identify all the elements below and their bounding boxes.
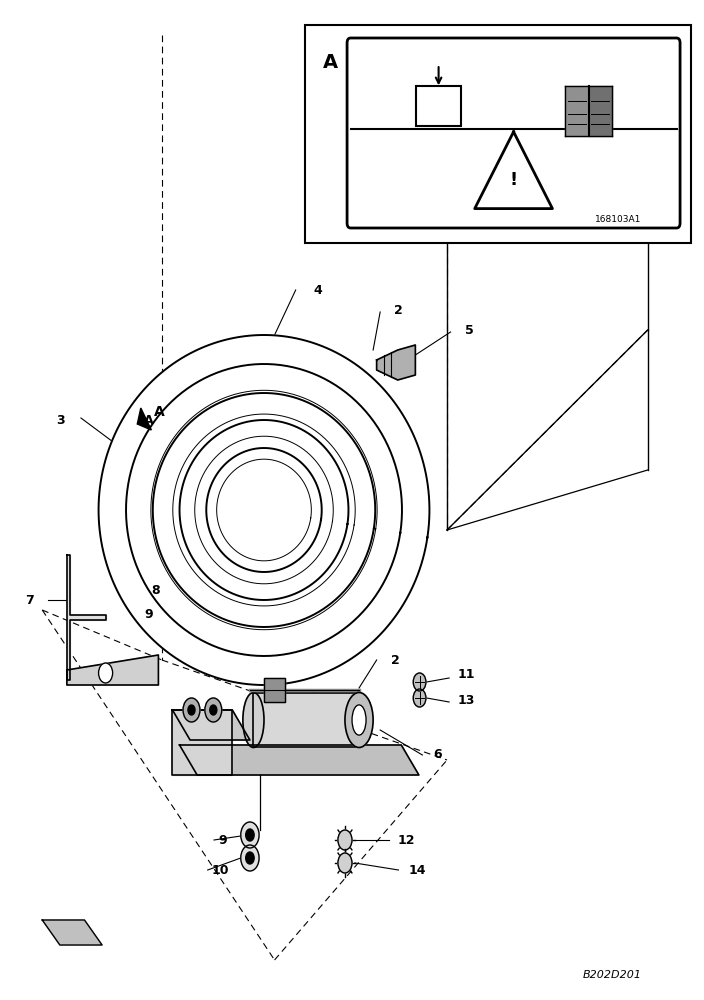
Text: 4: 4 xyxy=(313,284,322,296)
Polygon shape xyxy=(128,367,400,653)
Polygon shape xyxy=(474,132,553,209)
Text: 7: 7 xyxy=(25,593,33,606)
Text: 13: 13 xyxy=(458,694,475,706)
Polygon shape xyxy=(42,920,102,945)
FancyBboxPatch shape xyxy=(347,38,680,228)
Polygon shape xyxy=(67,655,158,685)
Polygon shape xyxy=(99,335,429,685)
Bar xyxy=(130,565,144,585)
Bar xyxy=(416,86,462,126)
Text: 2: 2 xyxy=(391,654,399,666)
Circle shape xyxy=(338,830,352,850)
Circle shape xyxy=(413,673,426,691)
Polygon shape xyxy=(172,710,232,775)
Text: 15: 15 xyxy=(320,113,338,126)
Circle shape xyxy=(188,705,195,715)
Circle shape xyxy=(246,829,254,841)
Bar xyxy=(264,678,285,702)
Text: 11: 11 xyxy=(458,668,475,682)
Polygon shape xyxy=(565,86,589,136)
Circle shape xyxy=(183,698,200,722)
Circle shape xyxy=(241,822,259,848)
Circle shape xyxy=(338,853,352,873)
Circle shape xyxy=(413,689,426,707)
Ellipse shape xyxy=(243,692,264,748)
Polygon shape xyxy=(172,710,250,740)
Polygon shape xyxy=(377,345,415,380)
Text: A: A xyxy=(153,405,164,419)
Polygon shape xyxy=(589,86,612,136)
Text: 5: 5 xyxy=(465,324,473,336)
Polygon shape xyxy=(172,414,356,606)
Polygon shape xyxy=(153,393,375,627)
Text: 8: 8 xyxy=(151,584,160,596)
Circle shape xyxy=(205,698,222,722)
Text: !: ! xyxy=(510,171,517,189)
Bar xyxy=(305,25,691,243)
Text: 12: 12 xyxy=(398,834,415,846)
Text: 14: 14 xyxy=(408,863,426,876)
Polygon shape xyxy=(126,364,402,656)
Text: B202D201: B202D201 xyxy=(583,970,642,980)
Polygon shape xyxy=(195,436,333,584)
Polygon shape xyxy=(217,459,311,561)
Polygon shape xyxy=(180,745,419,775)
Polygon shape xyxy=(253,692,359,747)
Ellipse shape xyxy=(345,692,373,748)
Text: 9: 9 xyxy=(218,834,227,846)
Text: 3: 3 xyxy=(56,414,65,426)
Polygon shape xyxy=(206,448,322,572)
Bar xyxy=(130,565,144,585)
Text: 10: 10 xyxy=(211,863,229,876)
Circle shape xyxy=(134,590,141,600)
Polygon shape xyxy=(67,555,106,680)
Ellipse shape xyxy=(352,705,366,735)
Text: 6: 6 xyxy=(433,748,441,762)
Circle shape xyxy=(99,663,113,683)
Text: A: A xyxy=(144,414,154,426)
Circle shape xyxy=(210,705,217,715)
Circle shape xyxy=(241,845,259,871)
Bar xyxy=(264,678,285,702)
Polygon shape xyxy=(151,390,377,630)
Polygon shape xyxy=(137,408,151,430)
Circle shape xyxy=(128,582,146,608)
Polygon shape xyxy=(180,420,348,600)
Text: 2: 2 xyxy=(394,304,403,316)
Text: 168103A1: 168103A1 xyxy=(595,215,641,224)
Text: A: A xyxy=(322,53,337,72)
Circle shape xyxy=(246,852,254,864)
Text: 9: 9 xyxy=(144,608,153,621)
